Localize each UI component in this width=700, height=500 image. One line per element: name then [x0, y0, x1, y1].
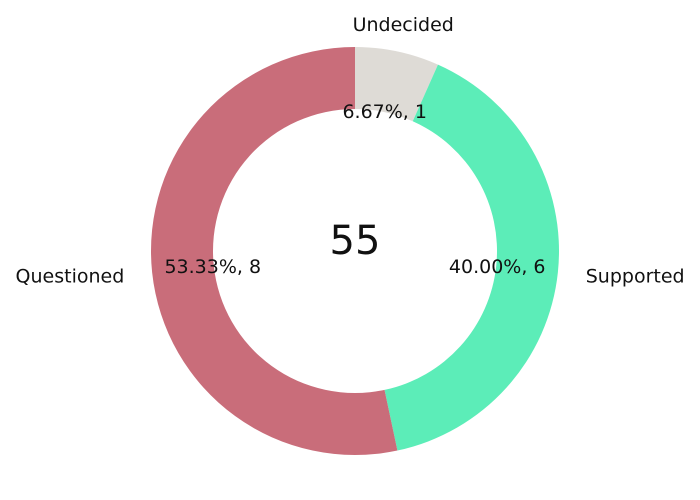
- slice-undecided: [355, 47, 438, 122]
- labels-group: Undecided 6.67%, 1 Supported 40.00%, 6 Quest…: [16, 14, 685, 287]
- slice-label-questioned: Questioned: [16, 265, 125, 287]
- slice-percent-label-supported: 40.00%, 6: [449, 256, 546, 278]
- slice-supported: [384, 64, 560, 451]
- center-total-label: 55: [330, 218, 381, 264]
- slice-questioned: [151, 47, 398, 455]
- slice-percent-label-undecided: 6.67%, 1: [342, 101, 427, 123]
- slice-percent-label-questioned: 53.33%, 8: [164, 256, 261, 278]
- slices-group: [151, 47, 560, 455]
- slice-label-undecided: Undecided: [353, 14, 454, 36]
- slice-label-supported: Supported: [586, 265, 685, 287]
